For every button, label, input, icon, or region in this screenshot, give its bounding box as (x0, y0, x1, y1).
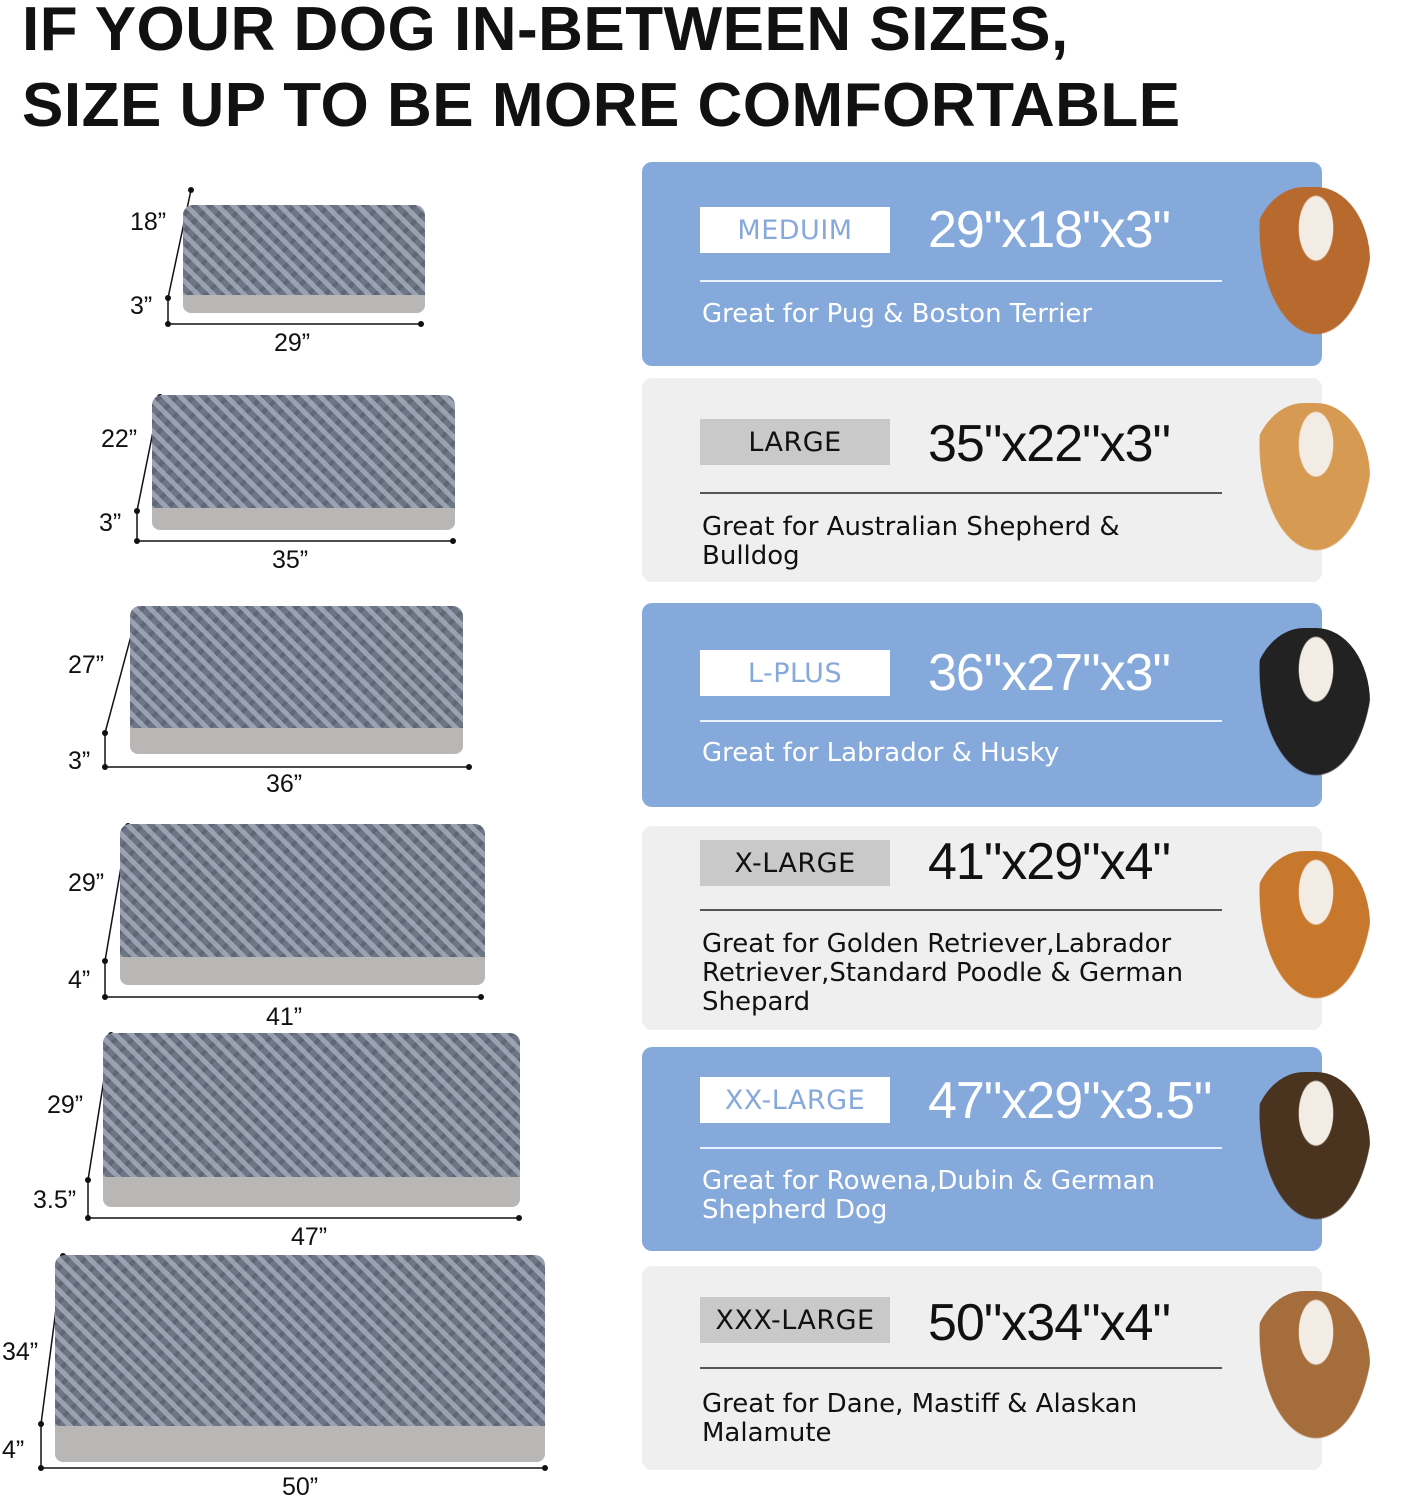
size-dimensions: 36"x27"x3" (928, 644, 1171, 702)
size-badge: XX-LARGE (700, 1077, 890, 1123)
divider (700, 909, 1222, 911)
breed-recommendation: Great for Golden Retriever,Labrador Retr… (702, 929, 1184, 1017)
bed-height-label: 3” (130, 292, 153, 320)
bed-width-label: 36” (266, 770, 303, 798)
size-dimensions: 47"x29"x3.5" (928, 1072, 1212, 1130)
plush-top (183, 205, 425, 299)
breed-recommendation: Great for Labrador & Husky (702, 738, 1060, 768)
dog-bed-2 (152, 395, 455, 530)
bed-width-label: 47” (291, 1223, 328, 1251)
dog-bed-1 (183, 205, 425, 313)
bed-height-label: 3.5” (33, 1186, 77, 1214)
bed-depth-label: 34” (2, 1338, 39, 1366)
size-badge: X-LARGE (700, 840, 890, 886)
dimension-dot (165, 295, 171, 301)
bed-height-label: 3” (99, 509, 122, 537)
breed-recommendation: Great for Dane, Mastiff & Alaskan Malamu… (702, 1389, 1138, 1448)
bed-depth-label: 29” (47, 1091, 84, 1119)
plush-top (55, 1255, 545, 1430)
dimension-dot (188, 187, 194, 193)
dimension-dot (418, 321, 424, 327)
size-dimensions: 41"x29"x4" (928, 833, 1171, 891)
foam-base (55, 1426, 545, 1462)
size-card-xxx-large: XXX-LARGE 50"x34"x4" Great for Dane, Mas… (642, 1266, 1322, 1470)
dimension-dot (38, 1421, 44, 1427)
bed-width-label: 29” (274, 329, 311, 357)
breed-recommendation: Great for Pug & Boston Terrier (702, 299, 1093, 329)
breed-recommendation: Great for Australian Shepherd & Bulldog (702, 512, 1120, 571)
dimension-dot (102, 730, 108, 736)
size-card-l-plus: L-PLUS 36"x27"x3" Great for Labrador & H… (642, 603, 1322, 807)
dimension-dot (450, 538, 456, 544)
dog-bed-3 (130, 606, 463, 754)
divider (700, 720, 1222, 722)
divider (700, 1367, 1222, 1369)
plush-top (120, 824, 485, 961)
bed-depth-label: 22” (101, 425, 138, 453)
dimension-dot (516, 1215, 522, 1221)
headline-line-1: IF YOUR DOG IN-BETWEEN SIZES, (22, 0, 1069, 64)
dimension-dot (134, 508, 140, 514)
plush-top (152, 395, 455, 512)
divider (700, 1147, 1222, 1149)
size-card-meduim: MEDUIM 29"x18"x3" Great for Pug & Boston… (642, 162, 1322, 366)
foam-base (120, 957, 485, 985)
size-dimensions: 29"x18"x3" (928, 201, 1171, 259)
dimension-dot (134, 538, 140, 544)
border-collie-photo (1250, 628, 1370, 793)
size-badge: LARGE (700, 419, 890, 465)
headline: IF YOUR DOG IN-BETWEEN SIZES, SIZE UP TO… (22, 0, 1181, 144)
dimension-dot (85, 1215, 91, 1221)
foam-base (183, 295, 425, 313)
dimension-dot (85, 1177, 91, 1183)
divider (700, 492, 1222, 494)
dimension-dot (102, 958, 108, 964)
dimension-dot (478, 994, 484, 1000)
size-badge: XXX-LARGE (700, 1297, 890, 1343)
dog-bed-5 (103, 1033, 520, 1207)
foam-base (152, 508, 455, 530)
headline-line-2: SIZE UP TO BE MORE COMFORTABLE (22, 71, 1181, 140)
bed-height-label: 4” (68, 966, 91, 994)
size-badge: MEDUIM (700, 207, 890, 253)
breed-recommendation: Great for Rowena,Dubin & German Shepherd… (702, 1166, 1156, 1225)
size-card-x-large: X-LARGE 41"x29"x4" Great for Golden Retr… (642, 826, 1322, 1030)
foam-base (103, 1177, 520, 1207)
foam-base (130, 728, 463, 754)
bed-width-label: 41” (266, 1003, 303, 1031)
golden-retriever-photo (1250, 851, 1370, 1016)
plush-top (103, 1033, 520, 1181)
bed-width-label: 50” (282, 1473, 319, 1501)
dimension-dot (466, 764, 472, 770)
bed-depth-label: 27” (68, 651, 105, 679)
shiba-inu-photo (1250, 403, 1370, 568)
size-dimensions: 35"x22"x3" (928, 415, 1171, 473)
dimension-dot (102, 994, 108, 1000)
bed-height-label: 3” (68, 747, 91, 775)
bed-height-label: 4” (2, 1436, 25, 1464)
dimension-dot (542, 1465, 548, 1471)
bed-depth-label: 29” (68, 869, 105, 897)
dog-bed-4 (120, 824, 485, 985)
size-badge: L-PLUS (700, 650, 890, 696)
dimension-dot (38, 1465, 44, 1471)
divider (700, 280, 1222, 282)
mastiff-photo (1250, 1291, 1370, 1456)
plush-top (130, 606, 463, 732)
german-shepherd-photo (1250, 1072, 1370, 1237)
dimension-dot (165, 321, 171, 327)
bed-depth-label: 18” (130, 208, 167, 236)
bulldog-photo (1250, 187, 1370, 352)
size-card-large: LARGE 35"x22"x3" Great for Australian Sh… (642, 378, 1322, 582)
dimension-dot (102, 764, 108, 770)
size-dimensions: 50"x34"x4" (928, 1294, 1171, 1352)
dog-bed-6 (55, 1255, 545, 1462)
bed-width-label: 35” (272, 546, 309, 574)
size-card-xx-large: XX-LARGE 47"x29"x3.5" Great for Rowena,D… (642, 1047, 1322, 1251)
